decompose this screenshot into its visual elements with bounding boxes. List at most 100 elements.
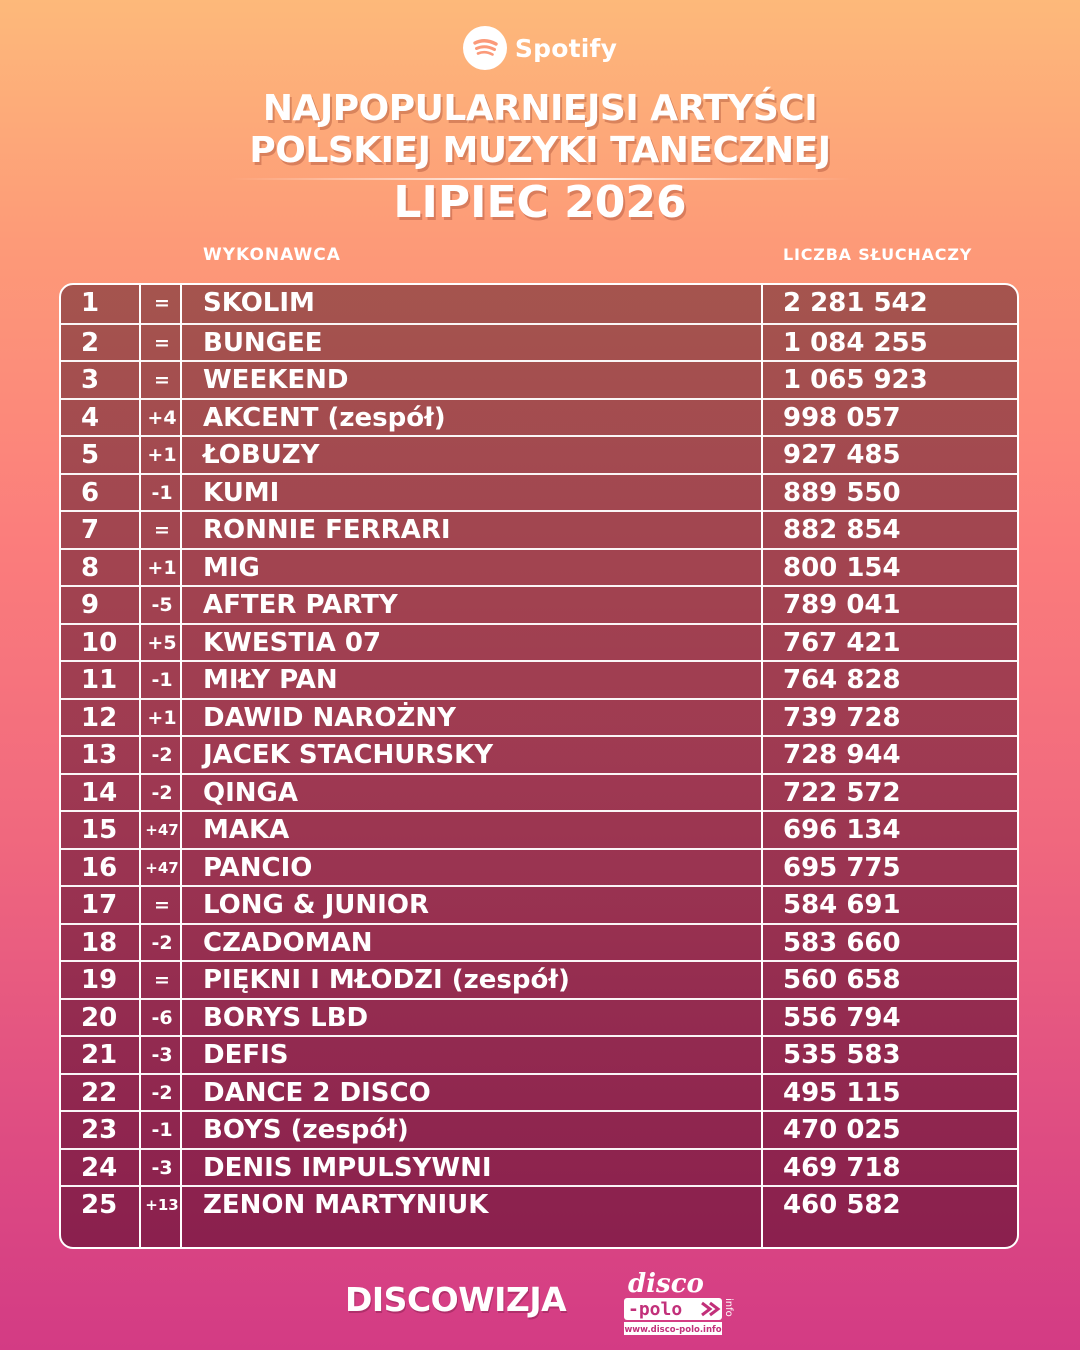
spotify-wordmark: Spotify: [514, 33, 618, 63]
listeners-cell: 584 691: [783, 890, 901, 920]
rank-cell: 9: [81, 590, 100, 620]
rank-cell: 19: [81, 965, 118, 995]
change-cell: =: [154, 292, 170, 314]
change-cell: -6: [151, 1006, 173, 1029]
rank-cell: 7: [81, 515, 100, 545]
listeners-cell: 722 572: [783, 777, 901, 808]
rank-cell: 14: [81, 777, 118, 808]
change-cell: +4: [147, 406, 177, 429]
listeners-cell: 800 154: [783, 552, 901, 583]
rank-cell: 25: [81, 1190, 118, 1220]
rank-cell: 8: [81, 552, 100, 583]
disco-polo-logo-word1: disco: [628, 1269, 704, 1299]
change-cell: +13: [145, 1196, 179, 1214]
change-cell: =: [154, 519, 170, 541]
listeners-cell: 1 065 923: [783, 365, 928, 395]
rank-cell: 16: [81, 852, 118, 883]
listeners-cell: 2 281 542: [783, 288, 928, 318]
rank-cell: 23: [81, 1115, 118, 1145]
table-row: 21 -3 DEFIS 535 583: [61, 1035, 1017, 1073]
table-row: 16 +47 PANCIO 695 775: [61, 847, 1017, 886]
artist-cell: MAKA: [203, 815, 290, 845]
rank-cell: 5: [81, 440, 100, 470]
change-cell: =: [154, 331, 170, 354]
listeners-cell: 495 115: [783, 1077, 901, 1108]
rank-cell: 3: [81, 365, 100, 395]
spotify-icon: [462, 26, 507, 70]
table-row: 17 = LONG & JUNIOR 584 691: [61, 885, 1017, 923]
change-cell: +47: [145, 858, 179, 877]
listeners-cell: 556 794: [783, 1002, 901, 1033]
change-cell: -2: [151, 744, 173, 766]
artist-cell: WEEKEND: [203, 365, 349, 395]
artist-cell: AKCENT (zespół): [203, 402, 446, 433]
artist-cell: PIĘKNI I MŁODZI (zespół): [203, 965, 570, 995]
change-cell: =: [154, 894, 170, 916]
artist-cell: ŁOBUZY: [203, 440, 320, 470]
table-row: 20 -6 BORYS LBD 556 794: [61, 997, 1017, 1036]
listeners-cell: 998 057: [783, 402, 901, 433]
listeners-cell: 560 658: [783, 965, 901, 995]
listeners-cell: 460 582: [783, 1190, 901, 1220]
column-divider: [180, 285, 182, 1247]
change-cell: +47: [145, 821, 179, 839]
change-cell: +1: [147, 556, 177, 579]
table-row: 24 -3 DENIS IMPULSYWNI 469 718: [61, 1147, 1017, 1186]
listeners-cell: 927 485: [783, 440, 901, 470]
rank-cell: 18: [81, 927, 118, 958]
rank-cell: 4: [81, 402, 100, 433]
table-row: 8 +1 MIG 800 154: [61, 547, 1017, 586]
table-row: 19 = PIĘKNI I MŁODZI (zespół) 560 658: [61, 960, 1017, 998]
artist-cell: PANCIO: [203, 852, 313, 883]
listeners-cell: 764 828: [783, 665, 901, 695]
column-divider: [139, 285, 141, 1247]
listeners-cell: 535 583: [783, 1040, 901, 1070]
artist-cell: SKOLIM: [203, 288, 315, 318]
table-row: 12 +1 DAWID NAROŻNY 739 728: [61, 697, 1017, 736]
table-row: 6 -1 KUMI 889 550: [61, 472, 1017, 511]
rank-cell: 24: [81, 1152, 118, 1183]
change-cell: -1: [151, 481, 173, 504]
rank-cell: 10: [81, 627, 118, 658]
change-cell: +1: [147, 444, 177, 466]
disco-polo-url: www.disco-polo.info: [624, 1325, 721, 1335]
artist-cell: BUNGEE: [203, 327, 323, 358]
change-cell: -1: [151, 1119, 173, 1141]
rank-cell: 20: [81, 1002, 118, 1033]
table-row: 3 = WEEKEND 1 065 923: [61, 360, 1017, 398]
artist-cell: LONG & JUNIOR: [203, 890, 429, 920]
rank-cell: 6: [81, 477, 100, 508]
change-cell: -1: [151, 669, 173, 691]
artist-cell: ZENON MARTYNIUK: [203, 1190, 489, 1220]
listeners-cell: 739 728: [783, 702, 901, 733]
listeners-cell: 470 025: [783, 1115, 901, 1145]
rank-cell: 1: [81, 288, 100, 318]
artist-cell: KWESTIA 07: [203, 627, 382, 658]
column-header-listeners: LICZBA SŁUCHACZY: [783, 245, 973, 264]
listeners-cell: 789 041: [783, 590, 901, 620]
rank-cell: 15: [81, 815, 118, 845]
disco-polo-logo: disco -polo info www.disco-polo.info: [624, 1269, 734, 1335]
artist-cell: DANCE 2 DISCO: [203, 1077, 431, 1108]
disco-polo-logo-word2: -polo: [628, 1299, 682, 1320]
listeners-cell: 767 421: [783, 627, 901, 658]
table-row: 25 +13 ZENON MARTYNIUK 460 582: [61, 1185, 1017, 1223]
listeners-cell: 583 660: [783, 927, 901, 958]
table-row: 5 +1 ŁOBUZY 927 485: [61, 435, 1017, 473]
disco-polo-url-plate: [624, 1322, 722, 1335]
rank-cell: 13: [81, 740, 118, 770]
ranking-table: 1 = SKOLIM 2 281 542 2 = BUNGEE 1 084 255 3 = WEEK…: [59, 283, 1019, 1249]
rank-cell: 21: [81, 1040, 118, 1070]
rank-cell: 11: [81, 665, 118, 695]
disco-polo-logo-plate: [624, 1298, 722, 1320]
change-cell: -3: [151, 1156, 173, 1179]
change-cell: =: [154, 369, 170, 391]
artist-cell: RONNIE FERRARI: [203, 515, 451, 545]
listeners-cell: 728 944: [783, 740, 901, 770]
change-cell: -3: [151, 1044, 173, 1066]
listeners-cell: 695 775: [783, 852, 901, 883]
rank-cell: 2: [81, 327, 100, 358]
rank-cell: 17: [81, 890, 118, 920]
artist-cell: MIG: [203, 552, 260, 583]
rank-cell: 22: [81, 1077, 118, 1108]
